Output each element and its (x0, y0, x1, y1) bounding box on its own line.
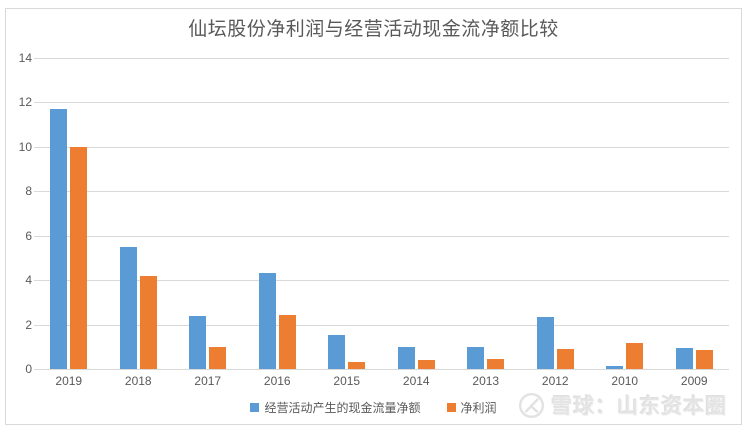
plot-area: 2019 2018 2017 2016 2015 2014 2013 2012 2010 2009 (34, 58, 730, 388)
bar-group-2018: 2018 (104, 58, 174, 388)
bar-net-profit-2009 (695, 350, 713, 369)
x-tick-label: 2009 (680, 374, 708, 388)
x-tick-label: 2019 (55, 374, 83, 388)
gridline (34, 280, 729, 282)
x-tick-label: 2012 (541, 374, 569, 388)
gridline (34, 191, 729, 193)
bar-operating-cashflow-2019 (50, 109, 68, 369)
bar-net-profit-2015 (348, 362, 366, 369)
legend-item-operating-cashflow: 经营活动产生的现金流量净额 (250, 399, 421, 416)
y-tick-label: 4 (25, 273, 32, 288)
bar-operating-cashflow-2017 (189, 315, 207, 369)
bar-net-profit-2014 (417, 360, 435, 369)
bar-operating-cashflow-2010 (606, 365, 624, 369)
x-tick-label: 2014 (402, 374, 430, 388)
bar-net-profit-2018 (139, 275, 157, 369)
bar-net-profit-2010 (626, 343, 644, 369)
bar-group-2012: 2012 (521, 58, 591, 388)
bar-net-profit-2019 (70, 146, 88, 369)
xueqiu-snowball-logo-icon (518, 392, 545, 418)
gridline (34, 146, 729, 148)
watermark-text: 雪球：山东资本圈 (551, 395, 727, 418)
chart-frame: 仙坛股份净利润与经营活动现金流净额比较 14 12 10 8 6 4 2 0 2019 2018… (5, 8, 742, 425)
legend-swatch-icon (446, 403, 456, 412)
gridline (34, 235, 729, 237)
bar-group-2014: 2014 (382, 58, 452, 388)
x-tick-label: 2018 (124, 374, 152, 388)
bar-operating-cashflow-2013 (467, 346, 485, 369)
y-tick-label: 6 (25, 228, 32, 243)
bar-group-2010: 2010 (590, 58, 660, 388)
legend-label: 净利润 (460, 401, 497, 415)
bar-group-2019: 2019 (34, 58, 104, 388)
legend-item-net-profit: 净利润 (446, 399, 497, 416)
x-tick-label: 2010 (611, 374, 639, 388)
y-tick-label: 12 (18, 95, 32, 110)
gridline (34, 369, 729, 370)
bars-row: 2019 2018 2017 2016 2015 2014 2013 2012 2010 2009 (34, 58, 730, 388)
bar-group-2009: 2009 (660, 58, 730, 388)
y-tick-label: 8 (25, 184, 32, 199)
legend: 经营活动产生的现金流量净额 净利润 (6, 399, 741, 416)
x-tick-label: 2013 (472, 374, 500, 388)
bar-group-2013: 2013 (451, 58, 521, 388)
y-tick-label: 0 (25, 362, 32, 376)
y-tick-label: 2 (25, 317, 32, 332)
x-tick-label: 2016 (263, 374, 291, 388)
bar-net-profit-2013 (487, 359, 505, 369)
gridline (34, 324, 729, 326)
chart-title: 仙坛股份净利润与经营活动现金流净额比较 (188, 19, 559, 40)
bar-operating-cashflow-2009 (675, 347, 693, 369)
bar-net-profit-2017 (209, 346, 227, 369)
bar-operating-cashflow-2014 (397, 346, 415, 369)
legend-swatch-icon (250, 403, 260, 412)
bar-group-2017: 2017 (173, 58, 243, 388)
y-tick-label: 10 (18, 139, 32, 154)
gridline (34, 102, 729, 104)
bar-net-profit-2016 (278, 314, 296, 369)
bar-operating-cashflow-2012 (536, 316, 554, 369)
bar-group-2016: 2016 (243, 58, 313, 388)
y-axis: 14 12 10 8 6 4 2 0 (10, 51, 32, 376)
x-tick-label: 2017 (194, 374, 222, 388)
bar-group-2015: 2015 (312, 58, 382, 388)
bar-operating-cashflow-2016 (258, 273, 276, 369)
x-tick-label: 2015 (333, 374, 361, 388)
bar-operating-cashflow-2015 (328, 334, 346, 369)
bar-operating-cashflow-2018 (119, 246, 137, 369)
legend-label: 经营活动产生的现金流量净额 (264, 401, 421, 415)
gridline (34, 58, 729, 59)
watermark: 雪球：山东资本圈 (518, 390, 727, 420)
bar-net-profit-2012 (556, 349, 574, 369)
y-tick-label: 14 (18, 51, 32, 65)
